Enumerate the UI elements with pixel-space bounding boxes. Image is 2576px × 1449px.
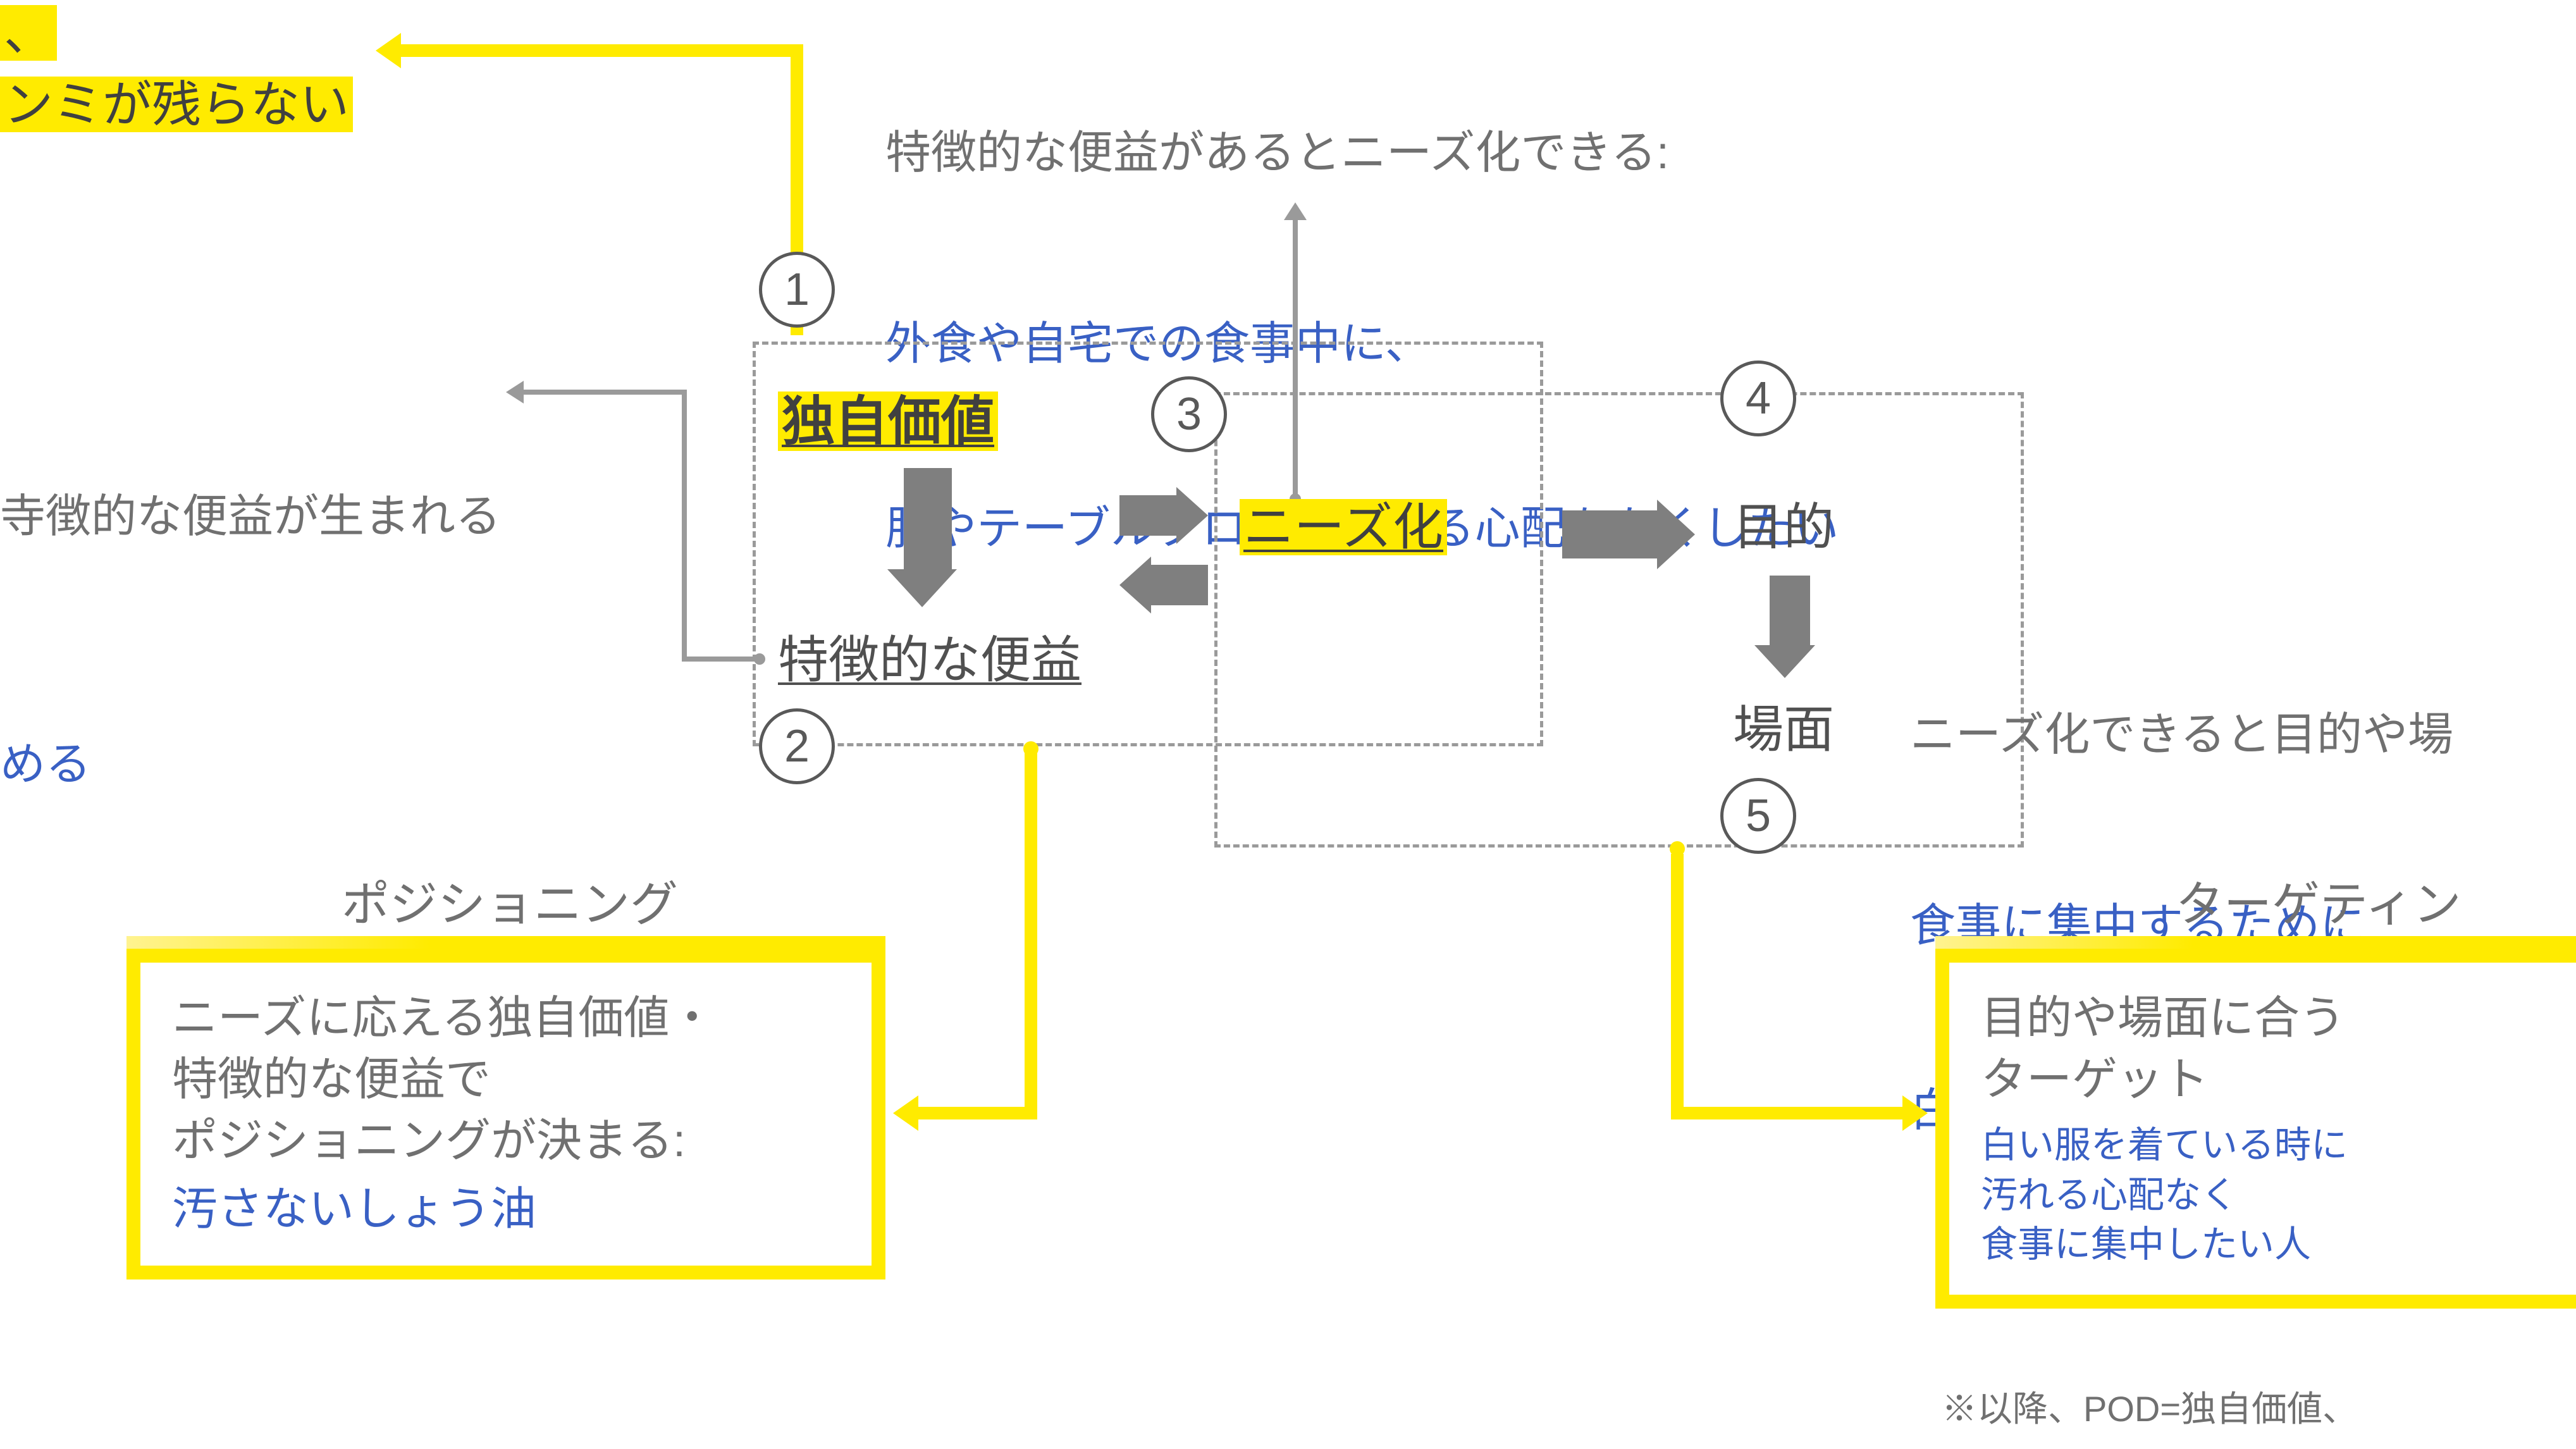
gray-connector-left-head — [506, 381, 524, 404]
right-annotation-heading: ニーズ化できると目的や場 — [1910, 705, 2546, 766]
positioning-box: ニーズに応える独自価値・ 特徴的な便益で ポジショニングが決まる: 汚さないしょ… — [126, 949, 885, 1279]
node-1-label: 独自価値 — [778, 386, 998, 457]
arrow-pair-left — [1119, 557, 1208, 614]
arrow-n4-to-n5 — [1765, 576, 1815, 678]
dashed-group-right — [1214, 392, 2024, 848]
yellow-conn-pos-v — [1025, 753, 1037, 1119]
positioning-example: 汚さないしょう油 — [172, 1179, 840, 1240]
targeting-box: 目的や場面に合う ターゲット 白い服を着ている時に 汚れる心配なく 食事に集中し… — [1935, 949, 2576, 1309]
yellow-conn-tgt-v — [1671, 854, 1684, 1119]
arrow-n3-to-n4 — [1562, 500, 1695, 569]
circled-num-5: 5 — [1720, 778, 1796, 854]
arrow-n1-to-n2 — [898, 468, 957, 607]
circled-num-2: 2 — [759, 708, 835, 784]
positioning-title: ポジショニング — [342, 873, 678, 938]
yellow-connector-top-head — [376, 33, 401, 68]
targeting-ex1: 白い服を着ている時に — [1981, 1121, 2549, 1170]
circled-num-3: 3 — [1151, 376, 1227, 452]
gray-connector-left-h1 — [522, 390, 687, 395]
node-2-label: 特徴的な便益 — [778, 626, 1082, 694]
top-left-fragment: 、 ンミが残らない — [0, 0, 353, 139]
targeting-ex3: 食事に集中したい人 — [1981, 1220, 2549, 1269]
gray-connector-top-head — [1284, 202, 1307, 220]
left-note-line2: める — [0, 734, 501, 796]
positioning-line2: 特徴的な便益で — [172, 1049, 840, 1111]
footnote: ※以降、POD=独自価値、 — [1942, 1385, 2358, 1433]
targeting-title: ターゲティン — [2176, 873, 2461, 938]
yellow-connector-top-h — [398, 44, 803, 57]
circled-num-4: 4 — [1720, 361, 1796, 436]
node-5-label: 場面 — [1733, 696, 1834, 764]
diagram-stage: 、 ンミが残らない 特徴的な便益があるとニーズ化できる: 外食や自宅での食事中に… — [0, 0, 2576, 1449]
targeting-ex2: 汚れる心配なく — [1981, 1171, 2549, 1220]
yellow-conn-tgt-head — [1902, 1095, 1928, 1131]
targeting-line2: ターゲット — [1981, 1049, 2549, 1111]
positioning-line1: ニーズに応える独自価値・ — [172, 988, 840, 1049]
yellow-conn-pos-h — [916, 1107, 1037, 1119]
top-annotation-heading: 特徴的な便益があるとニーズ化できる: — [885, 123, 1839, 184]
circled-num-1: 1 — [759, 252, 835, 328]
node-3-label: ニーズ化 — [1240, 493, 1447, 562]
left-note-line1: 寺徴的な便益が生まれる — [0, 486, 501, 548]
node-4-label: 目的 — [1733, 493, 1834, 562]
targeting-line1: 目的や場面に合う — [1981, 988, 2549, 1049]
yellow-conn-pos-head — [893, 1095, 918, 1131]
gray-connector-left-v — [682, 390, 687, 662]
topleft-line2: ンミが残らない — [0, 77, 353, 132]
topleft-line1: 、 — [0, 5, 57, 61]
gray-connector-left-h2 — [682, 657, 758, 662]
arrow-pair-right — [1119, 487, 1208, 544]
yellow-conn-tgt-h — [1671, 1107, 1905, 1119]
left-note: 寺徴的な便益が生まれる める — [0, 364, 501, 919]
positioning-line3: ポジショニングが決まる: — [172, 1111, 840, 1172]
